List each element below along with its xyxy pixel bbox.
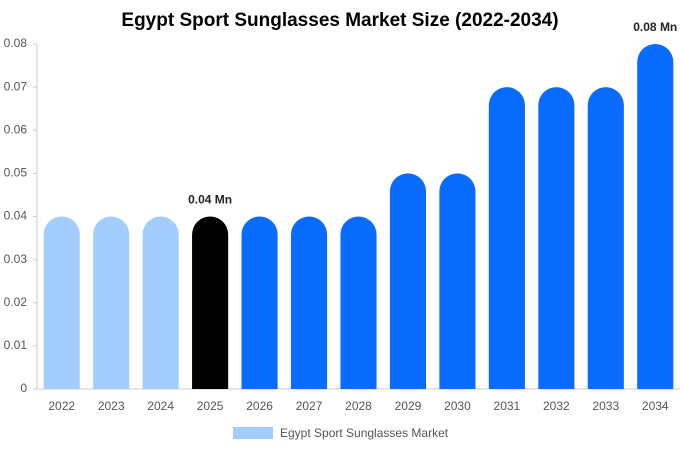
y-tick-label: 0.07 (4, 79, 28, 93)
legend-label: Egypt Sport Sunglasses Market (280, 426, 449, 440)
y-tick-label: 0 (20, 381, 27, 395)
x-tick-label: 2025 (197, 399, 224, 413)
x-tick-label: 2024 (147, 399, 174, 413)
y-tick-label: 0.05 (4, 166, 28, 180)
bar (340, 216, 377, 389)
bar (290, 216, 328, 389)
y-tick-label: 0.08 (4, 36, 28, 50)
x-tick-label: 2023 (98, 399, 125, 413)
y-tick-label: 0.02 (4, 295, 28, 309)
x-tick-label: 2032 (543, 399, 570, 413)
x-tick-label: 2027 (296, 399, 323, 413)
bar (142, 216, 179, 389)
chart-title: Egypt Sport Sunglasses Market Size (2022… (121, 10, 558, 31)
x-tick-label: 2034 (642, 399, 669, 413)
bar (241, 216, 278, 389)
bar (439, 173, 476, 389)
y-tick-label: 0.04 (4, 209, 28, 223)
x-tick-label: 2028 (345, 399, 372, 413)
y-tick-label: 0.06 (4, 122, 28, 136)
value-label: 0.08 Mn (633, 20, 677, 34)
bar (43, 216, 80, 389)
x-tick-label: 2029 (395, 399, 422, 413)
x-tick-label: 2022 (48, 399, 75, 413)
bar (538, 87, 575, 389)
x-tick-label: 2031 (494, 399, 521, 413)
bar (488, 87, 525, 389)
value-label: 0.04 Mn (188, 193, 232, 207)
y-tick-label: 0.03 (4, 252, 28, 266)
bar (93, 216, 130, 389)
x-tick-label: 2033 (592, 399, 619, 413)
x-tick-label: 2026 (246, 399, 273, 413)
bar (587, 87, 624, 389)
x-tick-label: 2030 (444, 399, 471, 413)
legend-swatch (233, 427, 273, 439)
bar (389, 173, 427, 389)
bar (192, 216, 229, 389)
y-tick-label: 0.01 (4, 338, 28, 352)
bar (637, 43, 674, 389)
